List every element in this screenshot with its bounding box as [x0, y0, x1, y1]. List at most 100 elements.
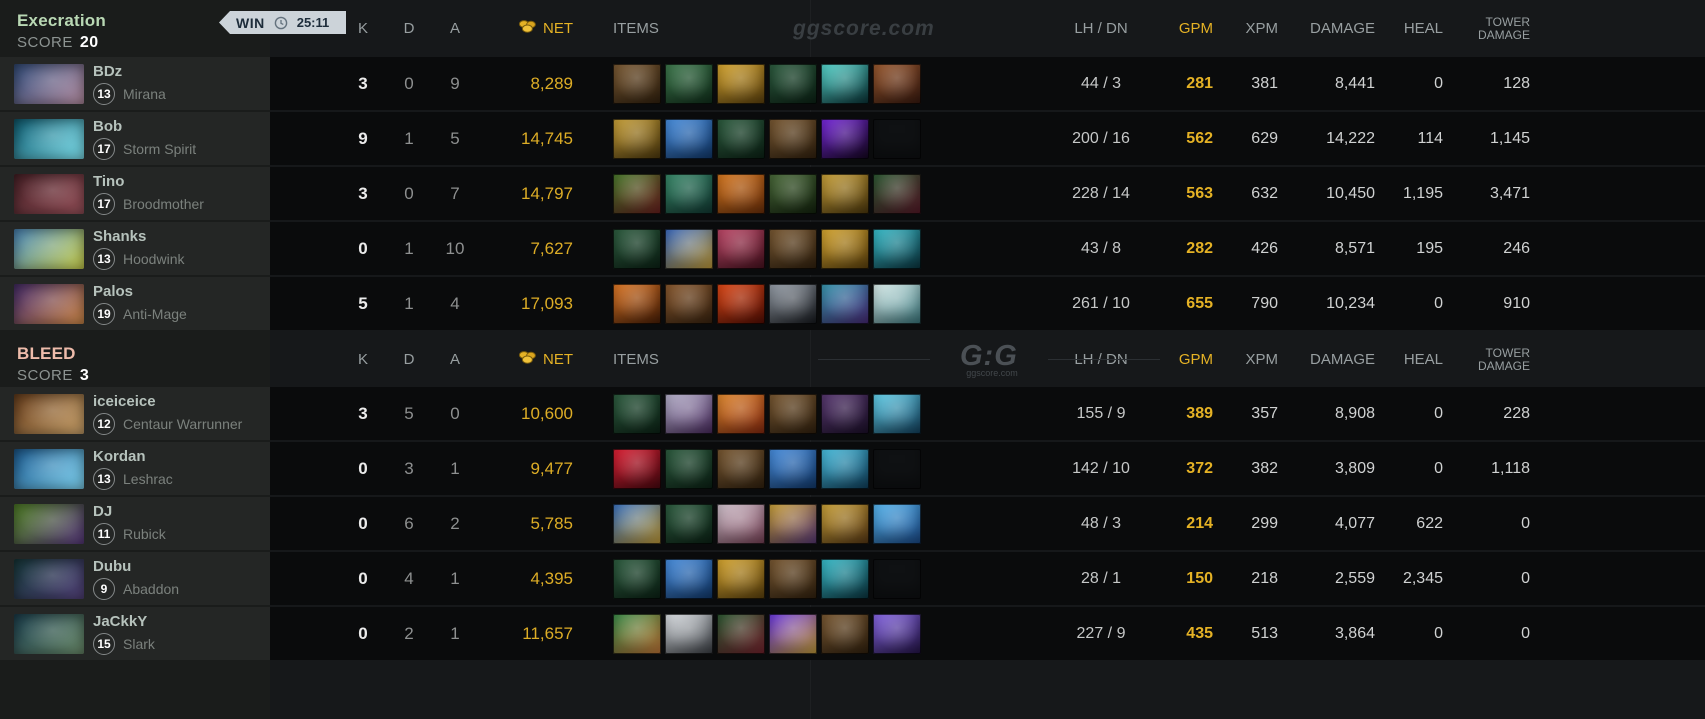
player-stats-row[interactable]: 9 1 5 14,745 200 / 16 562 629 14,222 114…	[270, 112, 1705, 165]
item-icon[interactable]	[873, 228, 921, 269]
item-icon[interactable]	[613, 503, 661, 544]
item-icon[interactable]	[717, 558, 765, 599]
item-icon[interactable]	[821, 613, 869, 654]
item-icon[interactable]	[873, 173, 921, 214]
player-row-sidebar[interactable]: Bob 17 Storm Spirit	[0, 112, 270, 165]
item-icon[interactable]	[821, 393, 869, 434]
hero-portrait[interactable]	[14, 503, 84, 544]
hero-portrait[interactable]	[14, 283, 84, 324]
player-name[interactable]: Tino	[93, 172, 125, 190]
player-stats-row[interactable]: 0 4 1 4,395 28 / 1 150 218 2,559 2,345 0	[270, 552, 1705, 605]
item-icon[interactable]	[821, 63, 869, 104]
player-name[interactable]: Kordan	[93, 447, 146, 465]
player-row-sidebar[interactable]: JaCkkY 15 Slark	[0, 607, 270, 660]
player-stats-row[interactable]: 0 2 1 11,657 227 / 9 435 513 3,864 0 0	[270, 607, 1705, 660]
hero-portrait[interactable]	[14, 613, 84, 654]
item-icon[interactable]	[613, 283, 661, 324]
item-icon[interactable]	[613, 558, 661, 599]
item-icon[interactable]	[769, 393, 817, 434]
player-name[interactable]: iceiceice	[93, 392, 156, 410]
item-icon[interactable]	[613, 173, 661, 214]
hero-portrait[interactable]	[14, 63, 84, 104]
item-icon[interactable]	[665, 393, 713, 434]
player-name[interactable]: Bob	[93, 117, 123, 135]
player-stats-row[interactable]: 0 3 1 9,477 142 / 10 372 382 3,809 0 1,1…	[270, 442, 1705, 495]
team-name[interactable]: Execration	[17, 11, 106, 30]
item-icon[interactable]	[873, 283, 921, 324]
item-icon[interactable]	[717, 118, 765, 159]
player-stats-row[interactable]: 0 6 2 5,785 48 / 3 214 299 4,077 622 0	[270, 497, 1705, 550]
item-icon[interactable]	[769, 118, 817, 159]
item-icon[interactable]	[665, 558, 713, 599]
player-stats-row[interactable]: 5 1 4 17,093 261 / 10 655 790 10,234 0 9…	[270, 277, 1705, 330]
item-icon[interactable]	[613, 393, 661, 434]
hero-portrait[interactable]	[14, 448, 84, 489]
item-icon[interactable]	[769, 448, 817, 489]
item-icon[interactable]	[717, 503, 765, 544]
item-icon[interactable]	[665, 63, 713, 104]
player-name[interactable]: BDz	[93, 62, 123, 80]
player-stats-row[interactable]: 0 1 10 7,627 43 / 8 282 426 8,571 195 24…	[270, 222, 1705, 275]
item-icon[interactable]	[665, 228, 713, 269]
player-name[interactable]: Palos	[93, 282, 134, 300]
player-name[interactable]: DJ	[93, 502, 113, 520]
item-icon[interactable]	[613, 63, 661, 104]
item-icon[interactable]	[769, 283, 817, 324]
item-icon[interactable]	[613, 228, 661, 269]
item-icon[interactable]	[769, 613, 817, 654]
player-row-sidebar[interactable]: DJ 11 Rubick	[0, 497, 270, 550]
team-name[interactable]: BLEED	[17, 344, 76, 363]
player-name[interactable]: JaCkkY	[93, 612, 148, 630]
item-icon[interactable]	[821, 283, 869, 324]
item-icon[interactable]	[769, 63, 817, 104]
player-stats-row[interactable]: 3 0 7 14,797 228 / 14 563 632 10,450 1,1…	[270, 167, 1705, 220]
item-icon[interactable]	[665, 448, 713, 489]
item-icon[interactable]	[665, 173, 713, 214]
item-icon[interactable]	[717, 228, 765, 269]
item-icon[interactable]	[613, 118, 661, 159]
item-icon[interactable]	[821, 228, 869, 269]
player-name[interactable]: Dubu	[93, 557, 132, 575]
item-icon[interactable]	[665, 613, 713, 654]
item-icon[interactable]	[821, 503, 869, 544]
item-icon[interactable]	[717, 63, 765, 104]
item-icon[interactable]	[717, 283, 765, 324]
item-icon[interactable]	[717, 448, 765, 489]
hero-portrait[interactable]	[14, 173, 84, 214]
player-row-sidebar[interactable]: Kordan 13 Leshrac	[0, 442, 270, 495]
player-row-sidebar[interactable]: Dubu 9 Abaddon	[0, 552, 270, 605]
hero-portrait[interactable]	[14, 228, 84, 269]
hero-portrait[interactable]	[14, 118, 84, 159]
item-icon[interactable]	[873, 613, 921, 654]
player-row-sidebar[interactable]: BDz 13 Mirana	[0, 57, 270, 110]
item-icon[interactable]	[717, 173, 765, 214]
hero-portrait[interactable]	[14, 558, 84, 599]
item-icon[interactable]	[665, 118, 713, 159]
player-row-sidebar[interactable]: iceiceice 12 Centaur Warrunner	[0, 387, 270, 440]
item-icon[interactable]	[821, 558, 869, 599]
item-icon[interactable]	[665, 503, 713, 544]
item-icon[interactable]	[769, 228, 817, 269]
player-row-sidebar[interactable]: Palos 19 Anti-Mage	[0, 277, 270, 330]
item-icon[interactable]	[613, 613, 661, 654]
hero-portrait[interactable]	[14, 393, 84, 434]
item-icon[interactable]	[665, 283, 713, 324]
item-icon[interactable]	[821, 173, 869, 214]
item-icon[interactable]	[821, 448, 869, 489]
item-icon[interactable]	[873, 503, 921, 544]
player-row-sidebar[interactable]: Tino 17 Broodmother	[0, 167, 270, 220]
item-icon[interactable]	[821, 118, 869, 159]
stat-tower-damage: 1,118	[1491, 459, 1530, 477]
item-icon[interactable]	[769, 173, 817, 214]
item-icon[interactable]	[769, 503, 817, 544]
item-icon[interactable]	[613, 448, 661, 489]
item-icon[interactable]	[717, 393, 765, 434]
player-name[interactable]: Shanks	[93, 227, 147, 245]
item-icon[interactable]	[873, 393, 921, 434]
item-icon[interactable]	[769, 558, 817, 599]
player-stats-row[interactable]: 3 0 9 8,289 44 / 3 281 381 8,441 0 128	[270, 57, 1705, 110]
item-icon[interactable]	[717, 613, 765, 654]
player-stats-row[interactable]: 3 5 0 10,600 155 / 9 389 357 8,908 0 228	[270, 387, 1705, 440]
item-icon[interactable]	[873, 63, 921, 104]
player-row-sidebar[interactable]: Shanks 13 Hoodwink	[0, 222, 270, 275]
